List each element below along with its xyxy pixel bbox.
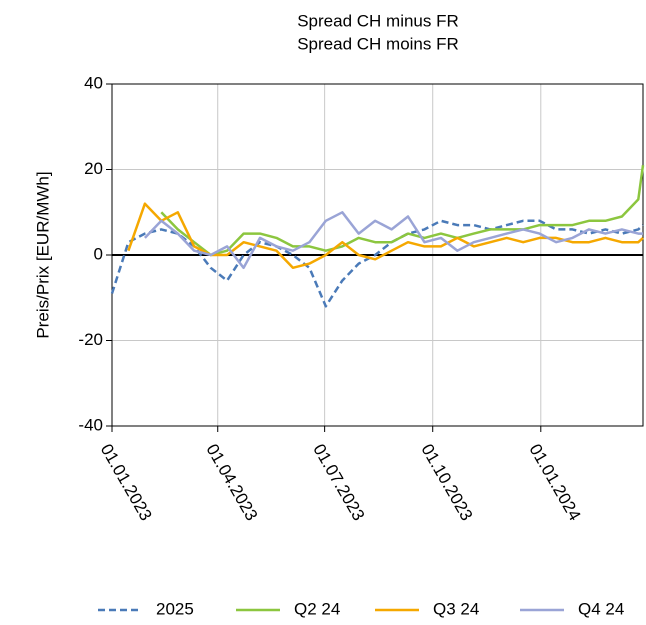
x-tick-label: 01.07.2023: [309, 441, 368, 524]
y-axis-label: Preis/Prix [EUR/MWh]: [33, 171, 52, 338]
legend-label: Q4 24: [578, 599, 624, 618]
x-tick-label: 01.10.2023: [417, 441, 476, 524]
x-tick-label: 01.04.2023: [202, 441, 261, 524]
y-tick-label: 0: [94, 244, 103, 263]
series-line: [127, 202, 644, 270]
y-tick-label: 40: [84, 73, 103, 92]
series-line: [160, 165, 645, 257]
x-tick-label: 01.01.2024: [525, 441, 584, 524]
legend-label: Q3 24: [433, 599, 479, 618]
legend-label: Q2 24: [294, 599, 340, 618]
y-tick-label: -40: [78, 415, 103, 434]
legend-label: 2025: [156, 599, 194, 618]
chart-title: Spread CH minus FR: [297, 11, 459, 30]
x-tick-label: 01.01.2023: [97, 441, 156, 524]
series-line: [143, 211, 643, 270]
y-tick-label: -20: [78, 330, 103, 349]
chart-subtitle: Spread CH moins FR: [297, 34, 459, 53]
series-line: [110, 219, 644, 308]
y-tick-label: 20: [84, 159, 103, 178]
